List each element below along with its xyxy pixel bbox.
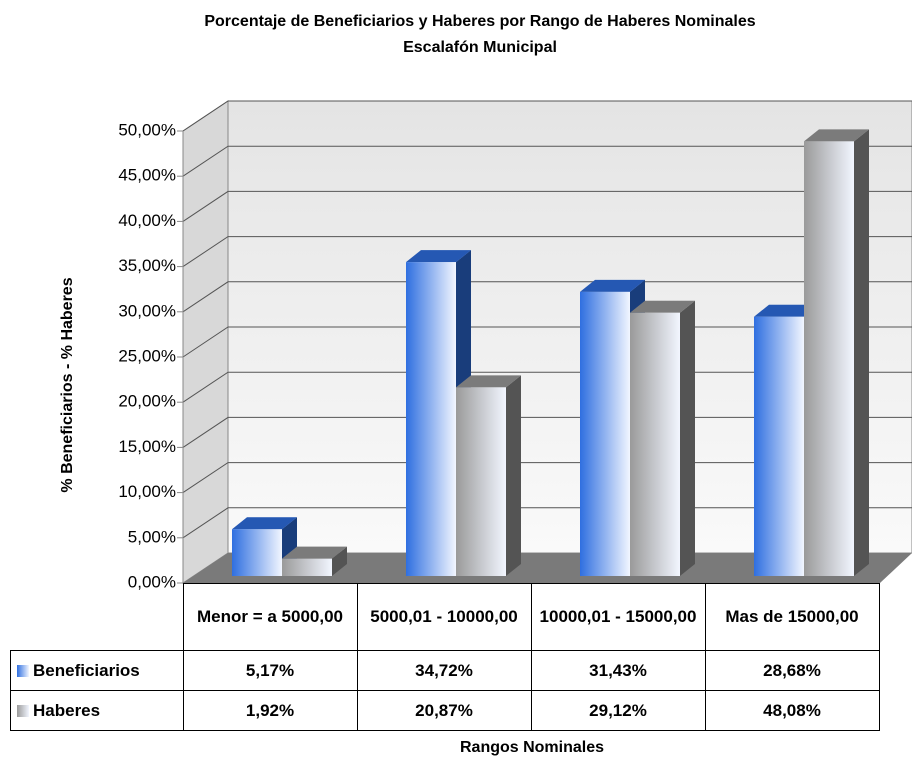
y-tick-label: 45,00% — [118, 166, 176, 185]
value-label: 5,17% — [182, 650, 358, 691]
bar-top — [456, 375, 521, 388]
legend-entry: Beneficiarios — [10, 650, 184, 691]
y-axis-label: % Beneficiarios - % Haberes — [59, 277, 76, 492]
bar-top — [232, 517, 297, 530]
value-label: 31,43% — [530, 650, 706, 691]
y-tick-label: 35,00% — [118, 256, 176, 275]
bar-side — [680, 300, 695, 576]
y-tick-label: 10,00% — [118, 482, 176, 501]
legend-entry: Haberes — [10, 690, 184, 731]
chart-subtitle: Escalafón Municipal — [403, 39, 557, 56]
x-axis-label: Rangos Nominales — [460, 739, 604, 756]
bar-top-shade — [232, 517, 297, 530]
y-tick-label: 20,00% — [118, 392, 176, 411]
bar-top — [630, 300, 695, 313]
y-tick-label: 25,00% — [118, 346, 176, 365]
category-label: Mas de 15000,00 — [704, 583, 880, 651]
data-table: Menor = a 5000,00 5000,01 - 10000,00 100… — [10, 583, 880, 731]
legend-swatch — [17, 704, 29, 717]
grid-line — [182, 100, 912, 132]
bar — [804, 141, 854, 576]
bar-top — [580, 279, 645, 292]
bar-top — [406, 250, 471, 263]
bar — [630, 312, 680, 576]
bar-side — [332, 546, 347, 576]
category-label: 10000,01 - 15000,00 — [530, 583, 706, 651]
y-tick-label: 15,00% — [118, 437, 176, 456]
grid-line — [182, 236, 912, 268]
legend-label: Beneficiarios — [33, 660, 140, 680]
chart-title: Porcentaje de Beneficiarios y Haberes po… — [204, 13, 755, 30]
bar-side-shade — [332, 546, 347, 576]
category-label: Menor = a 5000,00 — [182, 583, 358, 651]
bar-top-shade — [282, 546, 347, 559]
grid-line — [182, 190, 912, 222]
bar — [232, 529, 282, 576]
value-label: 34,72% — [356, 650, 532, 691]
grid-line — [182, 281, 912, 313]
grid-line — [182, 145, 912, 177]
bar-side-shade — [854, 129, 869, 576]
bar — [282, 558, 332, 576]
legend-swatch — [17, 664, 29, 677]
bar-side-shade — [680, 300, 695, 576]
bar-top-shade — [456, 375, 521, 388]
bar-side — [854, 129, 869, 576]
bar — [456, 387, 506, 576]
value-label: 29,12% — [530, 690, 706, 731]
legend-label: Haberes — [33, 700, 101, 720]
bar-top-shade — [630, 300, 695, 313]
y-tick-label: 40,00% — [118, 211, 176, 230]
floor — [183, 553, 912, 583]
bar-top — [754, 304, 819, 317]
category-label: 5000,01 - 10000,00 — [356, 583, 532, 651]
value-label: 1,92% — [182, 690, 358, 731]
bar-side — [506, 375, 521, 576]
y-tick-label: 5,00% — [128, 527, 176, 546]
bar-top — [804, 129, 869, 142]
bar-side-shade — [506, 375, 521, 576]
bar-top-shade — [580, 279, 645, 292]
y-tick-label: 50,00% — [118, 120, 176, 139]
value-label: 20,87% — [356, 690, 532, 731]
y-tick-label: 30,00% — [118, 301, 176, 320]
value-label: 48,08% — [704, 690, 880, 731]
bar-top-shade — [406, 250, 471, 263]
bar — [754, 316, 804, 576]
bar-top — [282, 546, 347, 559]
bar-top-shade — [754, 304, 819, 317]
bar — [406, 262, 456, 576]
bar — [580, 291, 630, 576]
value-label: 28,68% — [704, 650, 880, 691]
bar-top-shade — [804, 129, 869, 142]
